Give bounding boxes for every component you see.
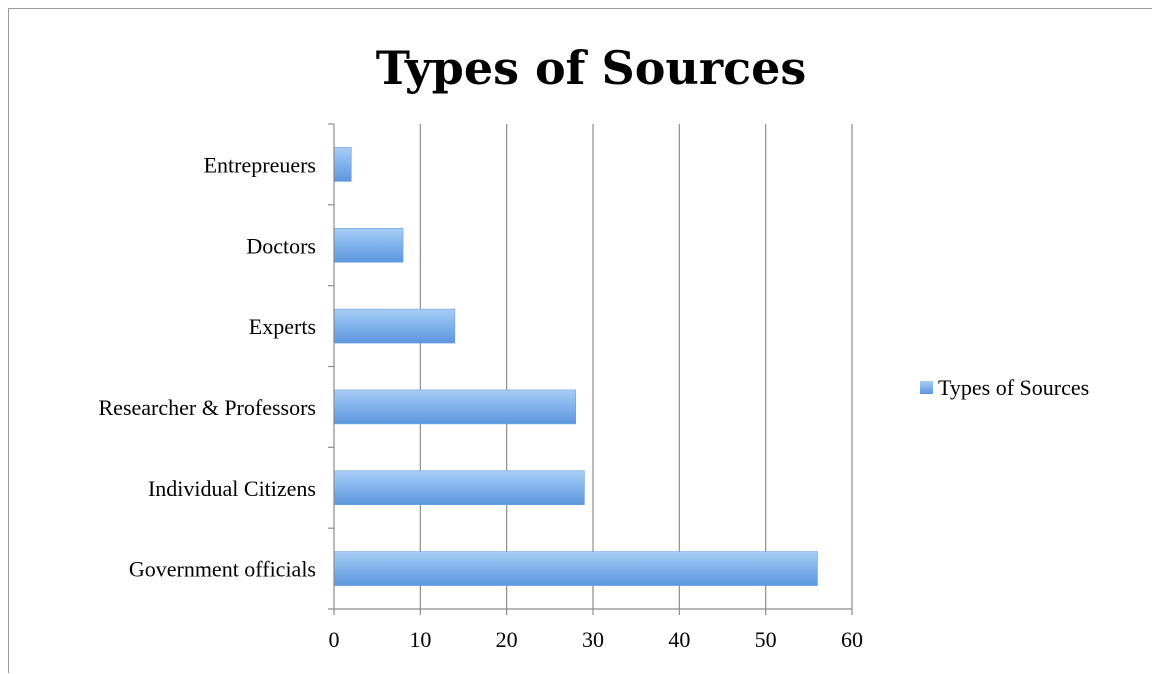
- x-tick-label: 10: [409, 627, 431, 652]
- category-label: Researcher & Professors: [99, 395, 317, 420]
- x-tick-label: 20: [496, 627, 518, 652]
- bars: [333, 147, 818, 586]
- gridlines: [419, 124, 853, 609]
- legend-swatch: [920, 381, 933, 394]
- axes: [328, 123, 853, 615]
- x-tick-label: 30: [582, 627, 604, 652]
- category-label: Entrepreuers: [204, 152, 316, 177]
- chart-frame: Types of Sources Government officials Ind…: [8, 8, 1152, 673]
- bar: [333, 389, 577, 425]
- category-label: Doctors: [246, 233, 316, 258]
- category-label: Experts: [249, 314, 316, 339]
- bar-chart: Types of Sources Government officials Ind…: [99, 41, 1090, 652]
- x-tick-label: 0: [329, 627, 340, 652]
- category-label: Government officials: [129, 557, 316, 582]
- bar: [333, 227, 404, 263]
- bar: [333, 147, 352, 182]
- x-tick-labels: 0 10 20 30 40 50 60: [329, 627, 864, 652]
- bar: [333, 551, 818, 586]
- chart-title: Types of Sources: [376, 41, 807, 95]
- category-label: Individual Citizens: [148, 476, 316, 501]
- x-tick-label: 60: [841, 627, 863, 652]
- legend-label: Types of Sources: [938, 375, 1089, 400]
- category-labels: Government officials Individual Citizens R…: [99, 152, 317, 581]
- bar: [333, 470, 585, 506]
- legend: Types of Sources: [920, 375, 1089, 400]
- x-tick-label: 50: [755, 627, 777, 652]
- x-tick-label: 40: [668, 627, 690, 652]
- bar: [333, 308, 456, 344]
